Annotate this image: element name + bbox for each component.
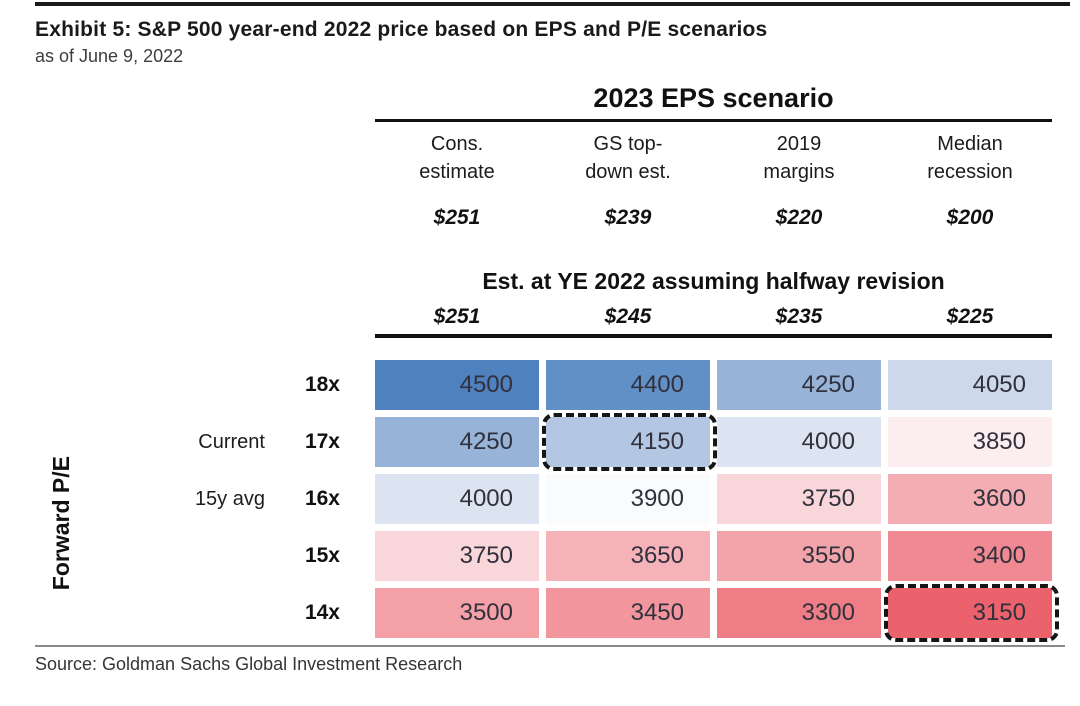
eps-2023-value: $239 (604, 206, 652, 229)
heatmap-cell: 4250 (375, 416, 539, 467)
heatmap-cell: 3750 (717, 473, 881, 524)
header-divider-top (375, 118, 1052, 122)
eps-ye2022-value: $251 (433, 305, 481, 328)
eps-2023-value: $220 (775, 206, 823, 229)
top-divider (35, 2, 1070, 6)
forward-pe-axis-label: Forward P/E (38, 384, 84, 662)
column-header-line: GS top- (593, 133, 663, 155)
heatmap-row-17x: Current 17x 4250 4150 4000 3850 (35, 412, 1070, 471)
heatmap-row-18x: 18x 4500 4400 4250 4050 (35, 359, 1070, 410)
heatmap-cell: 3500 (375, 587, 539, 638)
heatmap-cell: 3850 (888, 416, 1052, 467)
column-header-line: 2019 (776, 133, 822, 155)
heatmap-cell: 4000 (717, 416, 881, 467)
row-spacer (340, 588, 375, 638)
row-note-current: Current (198, 430, 265, 453)
heatmap-cell: 3400 (888, 530, 1052, 581)
heatmap-cell-gs-recession: 3150 (884, 583, 1059, 642)
column-header-line: Median (937, 133, 1003, 155)
eps-2023-value: $251 (433, 206, 481, 229)
pe-row-label: 18x (304, 372, 340, 396)
header-divider-bottom (375, 334, 1052, 338)
column-header-line: Cons. (430, 133, 484, 155)
heatmap-row-15x: 15x 3750 3650 3550 3400 (35, 530, 1070, 581)
column-headers-row: Cons. estimate GS top- down est. 2019 ma… (375, 122, 1052, 186)
column-header-line: down est. (585, 161, 671, 183)
heatmap-cell: 3300 (717, 587, 881, 638)
table-header-block: 2023 EPS scenario Cons. estimate GS top-… (375, 83, 1052, 338)
forward-pe-axis-text: Forward P/E (47, 455, 74, 591)
ye2022-revision-header: Est. at YE 2022 assuming halfway revisio… (482, 268, 945, 294)
eps-2023-value: $200 (946, 206, 994, 229)
column-header-line: estimate (419, 161, 495, 183)
exhibit-subtitle: as of June 9, 2022 (35, 45, 184, 66)
pe-row-label: 16x (304, 486, 340, 510)
column-header-2019-margins: 2019 margins (717, 130, 881, 186)
pe-row-label: 14x (304, 600, 340, 624)
pe-row-label: 17x (304, 429, 340, 453)
heatmap-cell: 3600 (888, 473, 1052, 524)
column-header-line: margins (763, 161, 835, 183)
column-header-line: recession (927, 161, 1013, 183)
row-spacer (340, 417, 375, 467)
row-spacer (340, 474, 375, 524)
source-divider (35, 644, 1065, 647)
eps-2023-values-row: $251 $239 $220 $200 (375, 206, 1052, 230)
heatmap-cell: 4250 (717, 359, 881, 410)
heatmap-cell-gs-forecast: 4150 (542, 412, 717, 471)
heatmap-cell: 4500 (375, 359, 539, 410)
heatmap-row-14x: 14x 3500 3450 3300 3150 (35, 583, 1070, 642)
eps-ye2022-value: $225 (946, 305, 994, 328)
eps-ye2022-value: $235 (775, 305, 823, 328)
heatmap-cell: 3750 (375, 530, 539, 581)
eps-ye2022-value: $245 (604, 305, 652, 328)
row-spacer (340, 531, 375, 581)
eps-scenario-header: 2023 EPS scenario (593, 82, 834, 113)
heatmap-cell: 4000 (375, 473, 539, 524)
column-header-gs-topdown: GS top- down est. (546, 130, 710, 186)
heatmap-cell: 3550 (717, 530, 881, 581)
row-note-15y-avg: 15y avg (194, 487, 265, 510)
heatmap-cell: 4400 (546, 359, 710, 410)
source-note: Source: Goldman Sachs Global Investment … (35, 653, 463, 674)
heatmap-cell: 3450 (546, 587, 710, 638)
heatmap-cell: 4050 (888, 359, 1052, 410)
exhibit-title: Exhibit 5: S&P 500 year-end 2022 price b… (35, 17, 768, 41)
heatmap-grid: 18x 4500 4400 4250 4050 Current 17x 4250… (35, 359, 1070, 642)
heatmap-cell: 3650 (546, 530, 710, 581)
heatmap-cell: 3900 (546, 473, 710, 524)
row-spacer (340, 360, 375, 410)
pe-row-label: 15x (304, 543, 340, 567)
eps-ye2022-values-row: $251 $245 $235 $225 (375, 305, 1052, 329)
heatmap-row-16x: 15y avg 16x 4000 3900 3750 3600 (35, 473, 1070, 524)
column-header-cons-estimate: Cons. estimate (375, 130, 539, 186)
column-header-median-recession: Median recession (888, 130, 1052, 186)
